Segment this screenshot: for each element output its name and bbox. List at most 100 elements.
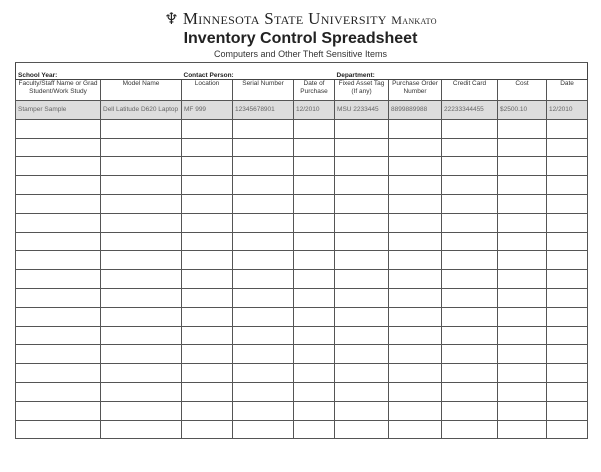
table-cell[interactable] [334,156,390,177]
table-cell[interactable] [497,419,548,440]
table-cell[interactable]: Stamper Sample [15,100,101,120]
table-cell[interactable] [441,193,499,214]
table-cell[interactable] [293,156,336,177]
table-cell[interactable] [388,118,443,139]
table-cell[interactable] [334,363,390,383]
table-cell[interactable] [546,175,589,195]
table-cell[interactable] [293,344,336,365]
table-cell[interactable] [334,287,390,308]
table-cell[interactable] [546,193,589,214]
table-cell[interactable] [441,212,499,233]
table-cell[interactable] [232,400,295,421]
table-cell[interactable] [388,269,443,289]
table-cell[interactable] [497,175,548,195]
table-cell[interactable] [497,287,548,308]
table-cell[interactable] [99,193,183,214]
table-cell[interactable] [99,231,183,252]
table-cell[interactable] [99,212,183,233]
table-cell[interactable] [232,212,295,233]
table-cell[interactable] [232,344,295,365]
table-cell[interactable] [546,118,589,139]
table-cell[interactable] [15,287,101,308]
table-cell[interactable] [232,269,295,289]
table-cell[interactable] [388,306,443,327]
table-cell[interactable] [99,250,183,271]
table-cell[interactable] [388,419,443,440]
table-cell[interactable] [497,118,548,139]
table-cell[interactable] [293,175,336,195]
table-cell[interactable] [293,137,336,158]
table-cell[interactable] [232,363,295,383]
table-cell[interactable] [232,381,295,402]
table-cell[interactable] [497,231,548,252]
table-cell[interactable] [232,175,295,195]
table-cell[interactable] [15,381,101,402]
contact-person-label[interactable]: Contact Person: [181,62,335,80]
table-cell[interactable]: MF 999 [181,100,234,120]
table-cell[interactable] [232,137,295,158]
table-cell[interactable] [293,250,336,271]
table-cell[interactable] [441,156,499,177]
table-cell[interactable] [181,325,234,346]
table-cell[interactable] [546,250,589,271]
table-cell[interactable] [232,325,295,346]
table-cell[interactable] [546,137,589,158]
table-cell[interactable] [181,363,234,383]
table-cell[interactable] [546,400,589,421]
table-cell[interactable] [441,325,499,346]
table-cell[interactable] [441,269,499,289]
table-cell[interactable] [546,287,589,308]
table-cell[interactable] [334,269,390,289]
table-cell[interactable] [546,381,589,402]
table-cell[interactable] [181,137,234,158]
table-cell[interactable] [388,344,443,365]
table-cell[interactable] [441,231,499,252]
table-cell[interactable] [441,287,499,308]
table-cell[interactable] [181,269,234,289]
table-cell[interactable] [99,363,183,383]
table-cell[interactable]: $2500.10 [497,100,548,120]
table-cell[interactable] [546,306,589,327]
table-cell[interactable] [497,306,548,327]
table-cell[interactable]: 12/2010 [546,100,589,120]
table-cell[interactable] [15,419,101,440]
table-cell[interactable] [388,193,443,214]
table-cell[interactable] [497,325,548,346]
table-cell[interactable] [232,156,295,177]
table-cell[interactable] [99,306,183,327]
table-cell[interactable] [441,118,499,139]
table-cell[interactable]: 12345678901 [232,100,295,120]
table-cell[interactable] [181,250,234,271]
table-cell[interactable] [181,193,234,214]
table-cell[interactable] [181,212,234,233]
table-cell[interactable] [334,400,390,421]
table-cell[interactable]: 22233344455 [441,100,499,120]
table-cell[interactable] [441,137,499,158]
table-cell[interactable] [497,137,548,158]
table-cell[interactable] [293,363,336,383]
table-cell[interactable] [232,250,295,271]
table-cell[interactable] [388,231,443,252]
table-cell[interactable] [497,363,548,383]
table-cell[interactable] [334,137,390,158]
table-cell[interactable] [546,212,589,233]
table-cell[interactable] [546,325,589,346]
table-cell[interactable] [15,325,101,346]
table-cell[interactable] [99,381,183,402]
table-cell[interactable] [334,250,390,271]
table-cell[interactable] [293,269,336,289]
table-cell[interactable] [334,306,390,327]
table-cell[interactable] [497,344,548,365]
table-cell[interactable] [293,306,336,327]
table-cell[interactable] [232,118,295,139]
table-cell[interactable] [388,156,443,177]
table-cell[interactable] [388,250,443,271]
table-cell[interactable] [15,175,101,195]
table-cell[interactable] [232,287,295,308]
table-cell[interactable] [293,212,336,233]
table-cell[interactable] [293,381,336,402]
table-cell[interactable] [15,344,101,365]
table-cell[interactable] [293,231,336,252]
table-cell[interactable] [232,193,295,214]
table-cell[interactable] [181,175,234,195]
